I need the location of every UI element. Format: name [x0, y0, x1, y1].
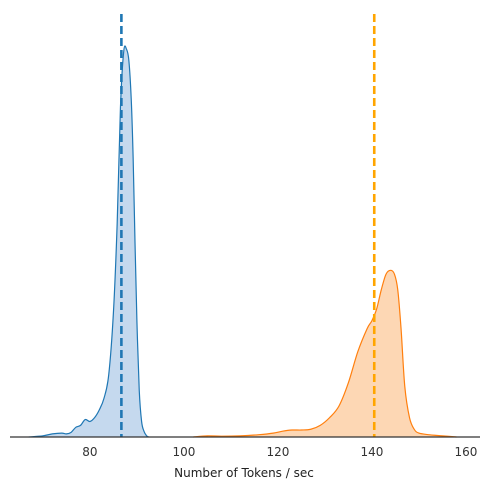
series-0-density-area	[28, 45, 149, 438]
series-0-density-line	[28, 45, 149, 438]
x-axis-ticks: 80 100 120 140 160	[82, 445, 477, 459]
x-tick-label: 120	[266, 445, 289, 459]
series-1-density-area	[193, 270, 457, 437]
series-1-density-line	[193, 269, 457, 438]
x-tick-label: 80	[82, 445, 97, 459]
x-tick-label: 160	[454, 445, 477, 459]
x-tick-label: 100	[172, 445, 195, 459]
plot-area	[28, 14, 457, 438]
x-tick-label: 140	[360, 445, 383, 459]
x-axis-label: Number of Tokens / sec	[174, 466, 314, 480]
